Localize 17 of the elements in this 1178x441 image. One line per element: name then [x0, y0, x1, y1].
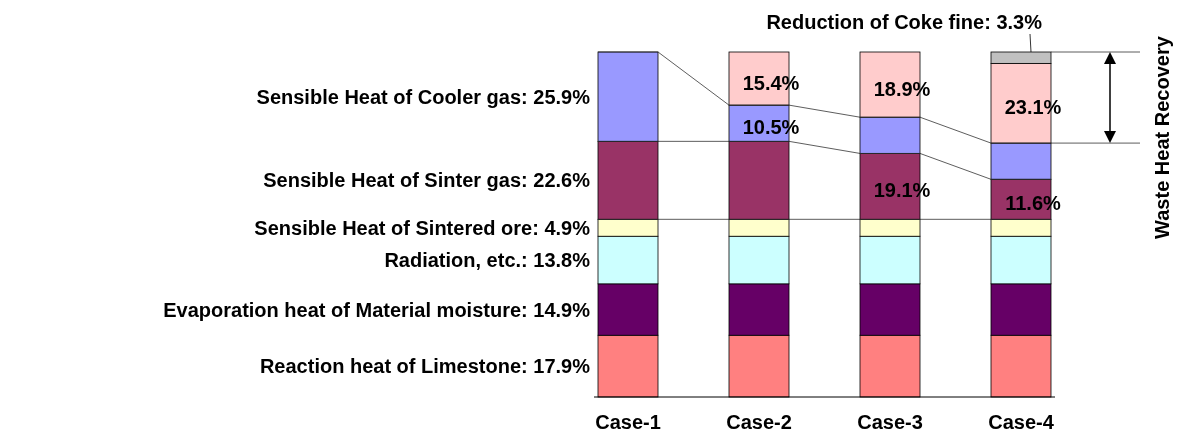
text: Evaporation heat of Material moisture: 14.9% — [163, 298, 591, 321]
text: Sensible Heat of Sinter gas: 22.6% — [263, 169, 591, 192]
x-tick-label: Case-4 — [988, 411, 1055, 433]
data-label: 15.4% — [742, 71, 800, 94]
data-label: 3.3% — [996, 11, 1042, 33]
x-tick-label: Case-3 — [857, 411, 923, 433]
x-tick-label: Case-2 — [726, 411, 792, 433]
data-label: 23.1% — [1004, 96, 1062, 119]
data-label: 18.9% — [873, 77, 931, 100]
text: Reaction heat of Limestone: 17.9% — [259, 355, 591, 378]
data-label: 10.5% — [742, 116, 800, 139]
series-label: Reduction of Coke fine: — [766, 11, 991, 33]
text: Radiation, etc.: 13.8% — [384, 249, 591, 272]
x-tick-label: Case-1 — [595, 411, 661, 433]
text: Waste Heat Recovery — [1151, 35, 1173, 239]
text: Sensible Heat of Cooler gas: 25.9% — [256, 85, 591, 108]
text: Sensible Heat of Sintered ore: 4.9% — [254, 216, 591, 239]
